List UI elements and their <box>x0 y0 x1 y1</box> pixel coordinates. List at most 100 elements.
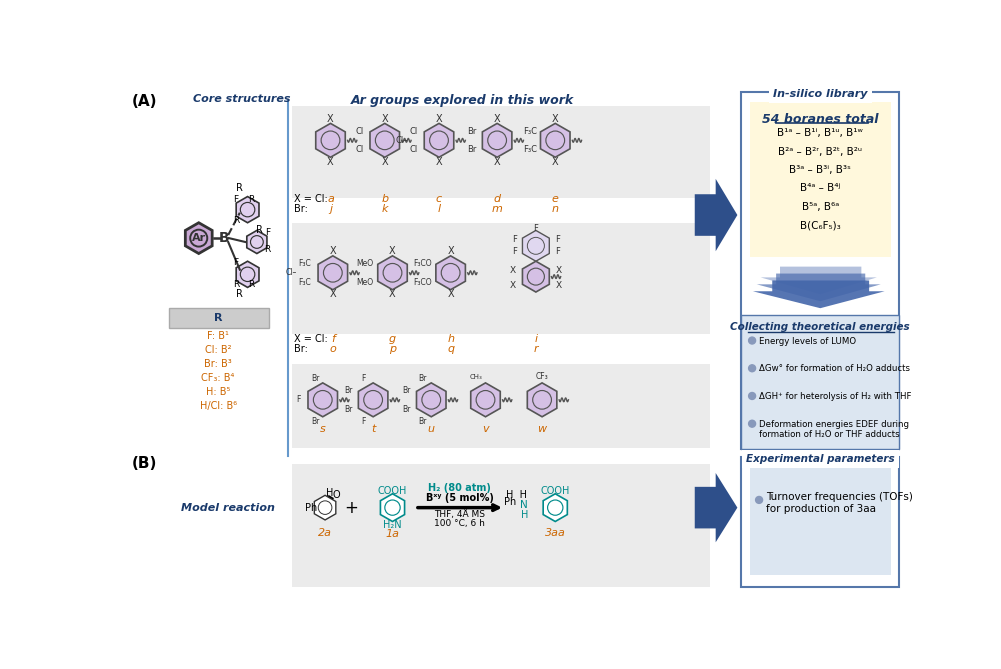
Text: X: X <box>329 246 336 256</box>
Text: Br: B³: Br: B³ <box>204 359 232 369</box>
Text: H₂ (80 atm): H₂ (80 atm) <box>428 484 491 493</box>
Polygon shape <box>753 280 885 308</box>
Text: CH₃: CH₃ <box>469 374 482 380</box>
Text: Bˣʸ (5 mol%): Bˣʸ (5 mol%) <box>426 492 493 502</box>
Polygon shape <box>236 197 259 223</box>
Text: t: t <box>371 424 375 434</box>
Text: F₃C: F₃C <box>523 126 537 136</box>
Text: F₃C: F₃C <box>298 259 311 268</box>
Text: Br: Br <box>311 417 319 426</box>
Text: F: F <box>233 258 238 268</box>
Text: F: F <box>295 395 300 404</box>
Text: H: B⁵: H: B⁵ <box>206 387 230 397</box>
Text: Br: Br <box>402 386 410 395</box>
Polygon shape <box>416 383 446 417</box>
Polygon shape <box>761 267 877 294</box>
Text: s: s <box>320 424 325 434</box>
Text: X: X <box>552 157 559 167</box>
Text: MeO: MeO <box>356 259 373 268</box>
Text: Br: Br <box>344 405 352 413</box>
Text: Ar: Ar <box>191 233 206 243</box>
Text: e: e <box>552 194 559 204</box>
Text: X: X <box>510 282 516 290</box>
Text: F: F <box>233 195 238 204</box>
Circle shape <box>756 496 763 503</box>
FancyBboxPatch shape <box>291 464 711 587</box>
Text: Ph: Ph <box>305 502 317 512</box>
Text: h: h <box>447 334 454 345</box>
Text: X: X <box>552 114 559 124</box>
Text: F₃CO: F₃CO <box>413 278 432 286</box>
Circle shape <box>749 420 756 427</box>
Text: (A): (A) <box>131 94 157 109</box>
Text: X: X <box>493 157 500 167</box>
Text: Br: Br <box>466 126 476 136</box>
Text: B: B <box>219 231 229 245</box>
Text: n: n <box>552 204 559 214</box>
Text: X = Cl:: X = Cl: <box>294 194 327 204</box>
Text: R: R <box>236 183 243 193</box>
Text: CF₃: B⁴: CF₃: B⁴ <box>201 373 235 383</box>
Text: p: p <box>389 345 396 355</box>
Text: Deformation energies EDEF during
formation of H₂O or THF adducts: Deformation energies EDEF during formati… <box>759 420 909 440</box>
Text: B³ᵃ – B³ⁱ, B³ˢ: B³ᵃ – B³ⁱ, B³ˢ <box>790 165 851 175</box>
Text: F₃C: F₃C <box>523 145 537 154</box>
Text: Turnover frequencies (TOFs)
for production of 3aa: Turnover frequencies (TOFs) for producti… <box>766 492 913 514</box>
Text: MeO: MeO <box>356 278 373 286</box>
Text: R: R <box>233 280 239 289</box>
Text: R: R <box>264 245 271 254</box>
Polygon shape <box>370 123 399 157</box>
Text: F: F <box>361 374 366 383</box>
Text: R: R <box>248 280 254 289</box>
Text: R: R <box>236 289 243 299</box>
Polygon shape <box>318 256 347 290</box>
Text: Cl: Cl <box>409 126 417 136</box>
Text: O: O <box>332 490 339 500</box>
Text: X: X <box>557 282 563 290</box>
Text: X: X <box>447 289 453 299</box>
Text: m: m <box>491 204 503 214</box>
Polygon shape <box>377 256 407 290</box>
FancyBboxPatch shape <box>291 364 711 448</box>
Text: b: b <box>381 194 388 204</box>
Text: B(C₆F₅)₃: B(C₆F₅)₃ <box>800 220 841 230</box>
Polygon shape <box>308 383 337 417</box>
Text: Model reaction: Model reaction <box>181 502 275 512</box>
Text: f: f <box>331 334 334 345</box>
Text: X: X <box>435 157 442 167</box>
Text: q: q <box>447 345 454 355</box>
Text: Core structures: Core structures <box>193 94 291 104</box>
Text: X: X <box>327 157 333 167</box>
Text: g: g <box>389 334 396 345</box>
Text: N: N <box>521 500 529 510</box>
Text: Cl–: Cl– <box>395 136 408 145</box>
FancyBboxPatch shape <box>742 315 899 449</box>
FancyBboxPatch shape <box>750 102 891 258</box>
Text: THF, 4Å MS: THF, 4Å MS <box>434 509 485 518</box>
Text: Energy levels of LUMO: Energy levels of LUMO <box>759 337 856 346</box>
Text: 1a: 1a <box>385 529 399 539</box>
Polygon shape <box>314 495 335 520</box>
Text: X: X <box>435 114 442 124</box>
Polygon shape <box>236 261 259 288</box>
Text: c: c <box>436 194 442 204</box>
Text: u: u <box>427 424 434 434</box>
Text: F: F <box>556 235 560 244</box>
Polygon shape <box>757 274 881 301</box>
Circle shape <box>749 365 756 372</box>
Text: X: X <box>381 157 388 167</box>
Polygon shape <box>247 230 267 254</box>
Text: F: F <box>512 248 517 256</box>
Polygon shape <box>435 256 465 290</box>
Text: F: F <box>265 228 270 237</box>
Text: COOH: COOH <box>541 486 570 496</box>
Text: B⁴ᵃ – B⁴ʲ: B⁴ᵃ – B⁴ʲ <box>800 183 841 193</box>
FancyBboxPatch shape <box>291 223 711 334</box>
Polygon shape <box>424 123 453 157</box>
Text: Br: Br <box>466 145 476 154</box>
Text: Cl: Cl <box>355 126 363 136</box>
Text: Cl–: Cl– <box>286 268 297 277</box>
Text: Br: Br <box>344 386 352 395</box>
Text: ΔGw° for formation of H₂O adducts: ΔGw° for formation of H₂O adducts <box>759 365 910 373</box>
Polygon shape <box>528 383 557 417</box>
